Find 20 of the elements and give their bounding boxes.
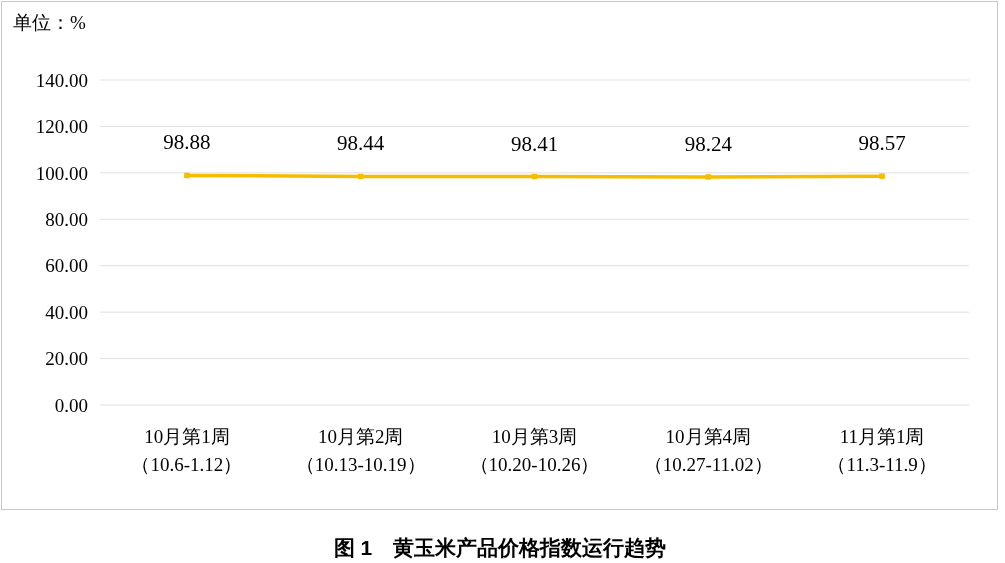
text: 图 1 黄玉米产品价格指数运行趋势 — [333, 536, 667, 559]
x-tick-label: 11月第1周（11.3-11.9） — [827, 426, 937, 475]
x-tick-label: 10月第2周（10.13-10.19） — [295, 426, 426, 475]
y-tick-label: 140.00 — [35, 69, 88, 91]
x-tick-label: 10月第4周（10.27-11.02） — [643, 426, 773, 475]
data-label: 98.41 — [510, 131, 559, 156]
y-tick-label: 0.00 — [54, 394, 88, 416]
y-tick-label: 120.00 — [35, 116, 88, 138]
y-tick-label: 20.00 — [45, 348, 88, 370]
data-label: 98.88 — [163, 130, 211, 155]
y-axis-title: 单位：% — [13, 12, 86, 33]
y-tick-label: 80.00 — [45, 208, 88, 230]
x-tick-label: 10月第1周（10.6-1.12） — [131, 426, 243, 475]
data-label: 98.44 — [337, 131, 385, 156]
y-tick-label: 40.00 — [45, 301, 88, 323]
data-label: 98.57 — [858, 131, 906, 156]
y-tick-label: 100.00 — [35, 162, 88, 184]
x-tick-label: 10月第3周（10.20-10.26） — [469, 426, 600, 475]
data-label: 98.24 — [684, 131, 733, 156]
y-tick-label: 60.00 — [45, 255, 88, 277]
